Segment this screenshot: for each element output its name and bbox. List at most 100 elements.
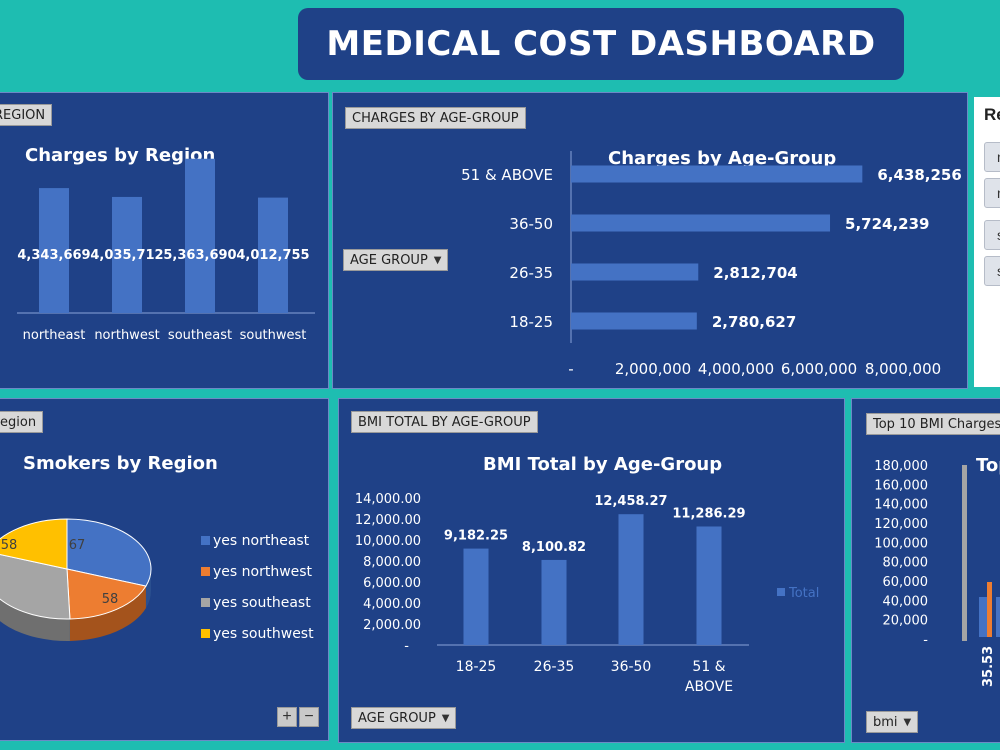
bmi-field-label: BMI TOTAL BY AGE-GROUP xyxy=(358,414,531,430)
filter-icon: ▼ xyxy=(903,716,912,728)
age-x-tick: 6,000,000 xyxy=(781,360,857,378)
smokers-pie-chart: 67 58 58 yes northeast yes northwest yes sou… xyxy=(0,518,314,642)
region-bar xyxy=(258,197,288,313)
age-field-button[interactable]: CHARGES BY AGE-GROUP xyxy=(345,107,526,129)
bmi-y-tick: 8,000.00 xyxy=(363,555,421,570)
age-field-label: CHARGES BY AGE-GROUP xyxy=(352,110,519,126)
bmi-age-group-filter-label: AGE GROUP xyxy=(358,710,436,726)
region-data-label: 4,035,712 xyxy=(90,248,163,263)
legend-swatch xyxy=(201,536,210,545)
pie-legend-item: yes northeast xyxy=(213,533,310,549)
age-chart: 6,438,256 51 & ABOVE 5,724,239 36-50 2,812,7… xyxy=(461,151,962,378)
minus-icon: − xyxy=(304,708,314,725)
smokers-field-button[interactable]: egion xyxy=(0,411,44,433)
top10-scrollbar[interactable] xyxy=(962,465,967,641)
age-group-filter-button[interactable]: AGE GROUP ▼ xyxy=(343,249,449,271)
age-data-label: 2,780,627 xyxy=(712,313,796,331)
bmi-total-panel[interactable]: BMI TOTAL BY AGE-GROUP BMI Total by Age-… xyxy=(338,398,845,743)
pie-data-label: 58 xyxy=(102,592,119,607)
top10-field-label: Top 10 BMI Charges xyxy=(873,416,1000,432)
slicer-item-2[interactable]: n xyxy=(984,178,1000,208)
region-bar xyxy=(112,196,142,313)
bmi-category-label: 18-25 xyxy=(456,659,497,675)
bmi-age-group-filter-button[interactable]: AGE GROUP ▼ xyxy=(351,707,457,729)
bmi-filter-button[interactable]: bmi ▼ xyxy=(866,711,919,733)
bmi-y-tick: 2,000.00 xyxy=(363,618,421,633)
region-data-label: 4,012,755 xyxy=(236,248,309,263)
age-x-tick: - xyxy=(568,360,573,378)
dashboard-title-box: MEDICAL COST DASHBOARD xyxy=(298,8,904,80)
top10-x-label: 35.53 xyxy=(981,646,996,687)
region-category-label: northwest xyxy=(94,328,159,343)
top10-y-tick: 100,000 xyxy=(874,536,928,551)
legend-swatch xyxy=(201,567,210,576)
age-bar xyxy=(571,312,697,330)
expand-button[interactable]: + xyxy=(277,707,297,727)
bmi-y-tick: 12,000.00 xyxy=(355,513,421,528)
smokers-chart-title: Smokers by Region xyxy=(23,453,218,474)
region-data-label: 5,363,690 xyxy=(163,248,236,263)
region-field-button[interactable]: REGION xyxy=(0,104,53,126)
pie-slice xyxy=(0,518,68,570)
top10-y-tick: 180,000 xyxy=(874,459,928,474)
smokers-field-label: egion xyxy=(0,414,37,430)
region-field-label: REGION xyxy=(0,107,46,123)
bmi-chart-title: BMI Total by Age-Group xyxy=(483,454,723,475)
region-slicer[interactable]: Re n n s s xyxy=(974,97,1000,387)
pie-slice xyxy=(66,568,147,620)
top10-y-tick: 120,000 xyxy=(874,517,928,532)
pie-slice-side xyxy=(69,586,146,641)
age-bar xyxy=(571,263,699,281)
bmi-y-tick: - xyxy=(404,639,409,654)
bmi-legend-swatch xyxy=(777,588,785,596)
bmi-category-label: 36-50 xyxy=(611,659,652,675)
bmi-data-label: 11,286.29 xyxy=(672,506,745,521)
top10-bar xyxy=(979,597,987,637)
age-bar xyxy=(571,214,831,232)
bmi-data-label: 12,458.27 xyxy=(594,494,667,509)
age-group-filter-label: AGE GROUP xyxy=(350,252,428,268)
pie-slice xyxy=(0,553,71,620)
top10-y-tick: 60,000 xyxy=(883,575,929,590)
bmi-field-button[interactable]: BMI TOTAL BY AGE-GROUP xyxy=(351,411,538,433)
region-data-label: 4,343,669 xyxy=(17,248,90,263)
top10-y-tick: 20,000 xyxy=(883,614,929,629)
bmi-legend-label: Total xyxy=(788,586,819,601)
bmi-bar xyxy=(696,526,722,645)
region-chart: 4,343,669 northeast 4,035,712 northwest 5,36… xyxy=(17,158,315,343)
slicer-header: Re xyxy=(984,105,1000,124)
age-category-label: 51 & ABOVE xyxy=(461,166,553,184)
top10-y-tick: 140,000 xyxy=(874,498,928,513)
bmi-category-label: 26-35 xyxy=(534,659,575,675)
slicer-item-1[interactable]: n xyxy=(984,142,1000,172)
collapse-button[interactable]: − xyxy=(299,707,319,727)
top10-y-tick: 160,000 xyxy=(874,478,928,493)
smokers-by-region-panel[interactable]: egion Smokers by Region 67 58 58 yes north… xyxy=(0,398,329,741)
age-x-tick: 2,000,000 xyxy=(615,360,691,378)
bmi-y-tick: 10,000.00 xyxy=(355,534,421,549)
age-x-tick: 8,000,000 xyxy=(865,360,941,378)
dropdown-arrow-icon: ▼ xyxy=(441,712,450,724)
legend-swatch xyxy=(201,598,210,607)
charges-by-region-panel[interactable]: REGION Charges by Region 4,343,669 northe… xyxy=(0,92,329,389)
top10-y-tick: 40,000 xyxy=(883,594,929,609)
top10-chart-title: Top xyxy=(976,455,1000,476)
region-category-label: southwest xyxy=(240,328,307,343)
bmi-filter-label: bmi xyxy=(873,714,898,730)
age-data-label: 5,724,239 xyxy=(845,215,929,233)
region-category-label: southeast xyxy=(168,328,232,343)
top10-field-button[interactable]: Top 10 BMI Charges xyxy=(866,413,1000,435)
pie-legend-item: yes southeast xyxy=(213,595,311,611)
plus-icon: + xyxy=(282,708,292,725)
region-bar xyxy=(39,188,69,313)
top10-bmi-charges-panel[interactable]: Top 10 BMI Charges Top - 20,000 40,000 60,0… xyxy=(851,398,1000,743)
charges-by-age-group-panel[interactable]: CHARGES BY AGE-GROUP AGE GROUP ▼ Charges… xyxy=(332,92,968,389)
bmi-y-tick: 6,000.00 xyxy=(363,576,421,591)
age-data-label: 2,812,704 xyxy=(713,264,797,282)
dashboard-title: MEDICAL COST DASHBOARD xyxy=(326,24,876,64)
slicer-item-4[interactable]: s xyxy=(984,256,1000,286)
pie-legend-item: yes southwest xyxy=(213,626,314,642)
top10-y-tick: - xyxy=(923,633,928,648)
slicer-item-3[interactable]: s xyxy=(984,220,1000,250)
region-chart-title: Charges by Region xyxy=(25,145,216,166)
